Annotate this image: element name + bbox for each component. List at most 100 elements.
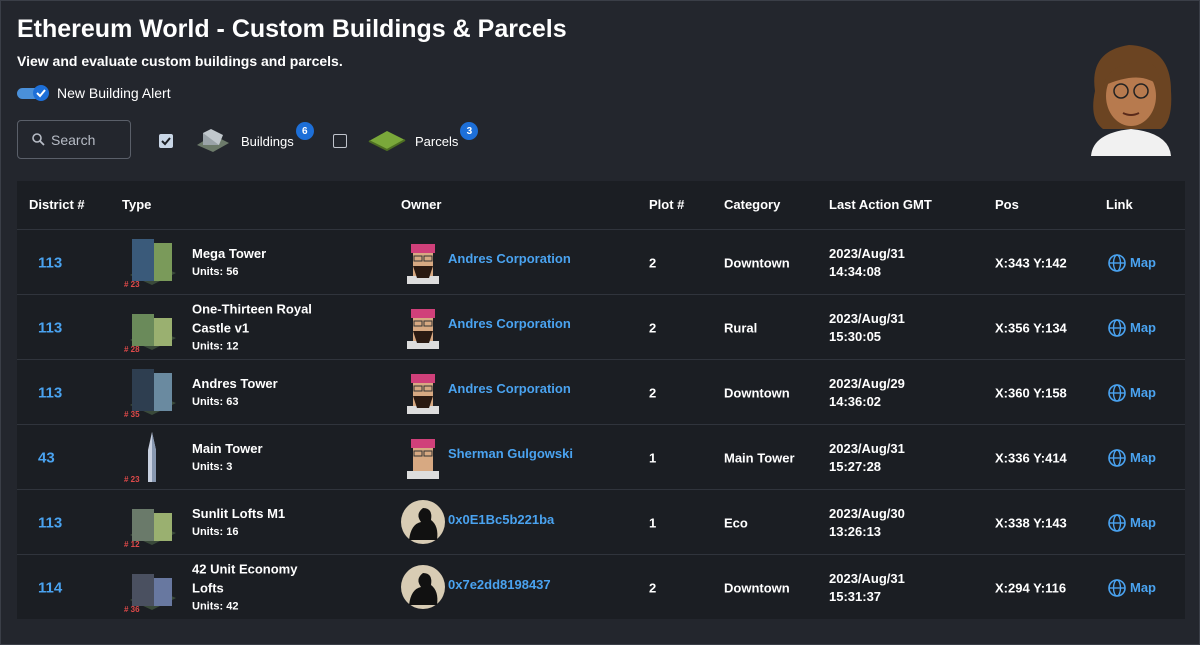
district[interactable]: 113 bbox=[38, 319, 63, 336]
position: X:343 Y:142 bbox=[995, 255, 1067, 270]
table-row: 113 # 12 Sunlit Lofts M1 Units: 16 0x0E1Bc5b… bbox=[17, 489, 1185, 555]
owner-avatar bbox=[401, 565, 445, 614]
last-action: 2023/Aug/30 13:26:13 bbox=[829, 505, 905, 541]
table-row: 113 # 35 Andres Tower Units: 63 Andres Corpo… bbox=[17, 359, 1185, 425]
owner-name[interactable]: Sherman Gulgowski bbox=[448, 446, 573, 461]
category: Downtown bbox=[724, 385, 790, 400]
alert-toggle[interactable]: New Building Alert bbox=[17, 84, 171, 102]
checkbox[interactable] bbox=[333, 134, 347, 148]
toggle-switch[interactable] bbox=[17, 84, 51, 102]
map-link-label[interactable]: Map bbox=[1130, 320, 1156, 335]
district[interactable]: 114 bbox=[38, 579, 63, 596]
category: Downtown bbox=[724, 255, 790, 270]
position: X:294 Y:116 bbox=[995, 580, 1067, 595]
column-header: Category bbox=[724, 197, 781, 212]
filter-icon bbox=[367, 127, 407, 156]
building-image bbox=[122, 365, 182, 426]
last-action: 2023/Aug/31 14:34:08 bbox=[829, 245, 905, 281]
building-number: # 28 bbox=[124, 345, 140, 354]
map-link[interactable]: Map bbox=[1108, 578, 1156, 597]
date: 2023/Aug/31 bbox=[829, 310, 905, 326]
position: X:360 Y:158 bbox=[995, 385, 1067, 400]
building-number: # 23 bbox=[124, 475, 140, 484]
owner-name[interactable]: 0x0E1Bc5b221ba bbox=[448, 512, 555, 527]
owner-avatar bbox=[401, 305, 445, 354]
building-image bbox=[122, 495, 182, 556]
owner-avatar bbox=[401, 240, 445, 289]
owner-name[interactable]: 0x7e2dd8198437 bbox=[448, 577, 551, 592]
filter-label: Parcels bbox=[415, 133, 459, 149]
map-link[interactable]: Map bbox=[1108, 513, 1156, 532]
table-row: 43 # 23 Main Tower Units: 3 Sherman Gulgowsk… bbox=[17, 424, 1185, 490]
position: X:338 Y:143 bbox=[995, 515, 1067, 530]
category: Main Tower bbox=[724, 450, 795, 465]
filter[interactable]: Parcels 3 bbox=[333, 122, 484, 157]
building-number: # 12 bbox=[124, 540, 140, 549]
building-image bbox=[122, 560, 182, 621]
building-info: Andres Tower Units: 63 bbox=[192, 374, 317, 412]
map-link-label[interactable]: Map bbox=[1130, 255, 1156, 270]
building-units: Units: 12 bbox=[192, 340, 239, 352]
owner-avatar bbox=[401, 435, 445, 484]
last-action: 2023/Aug/31 15:27:28 bbox=[829, 440, 905, 476]
district[interactable]: 43 bbox=[38, 449, 55, 466]
time: 14:34:08 bbox=[829, 263, 882, 279]
building-name: Sunlit Lofts M1 bbox=[192, 505, 286, 521]
column-header: Pos bbox=[995, 197, 1019, 212]
building-info: Mega Tower Units: 56 bbox=[192, 244, 317, 282]
last-action: 2023/Aug/31 15:30:05 bbox=[829, 310, 905, 346]
last-action: 2023/Aug/31 15:31:37 bbox=[829, 570, 905, 606]
map-link[interactable]: Map bbox=[1108, 383, 1156, 402]
map-link-label[interactable]: Map bbox=[1130, 580, 1156, 595]
building-image bbox=[122, 430, 182, 491]
category: Eco bbox=[724, 515, 748, 530]
table-row: 114 # 36 42 Unit Economy Lofts Units: 42 0x7… bbox=[17, 554, 1185, 620]
plot: 2 bbox=[649, 385, 657, 400]
checkbox[interactable] bbox=[159, 134, 173, 148]
map-link[interactable]: Map bbox=[1108, 448, 1156, 467]
building-info: Sunlit Lofts M1 Units: 16 bbox=[192, 504, 317, 542]
column-header: District # bbox=[29, 197, 85, 212]
district[interactable]: 113 bbox=[38, 254, 63, 271]
building-info: Main Tower Units: 3 bbox=[192, 439, 317, 477]
building-units: Units: 16 bbox=[192, 525, 239, 538]
building-name: 42 Unit Economy Lofts bbox=[192, 561, 298, 595]
map-link[interactable]: Map bbox=[1108, 253, 1156, 272]
position: X:336 Y:414 bbox=[995, 450, 1067, 465]
building-image bbox=[122, 235, 182, 296]
plot: 1 bbox=[649, 450, 657, 465]
user-avatar[interactable] bbox=[1081, 41, 1181, 156]
building-units: Units: 3 bbox=[192, 460, 233, 473]
plot: 2 bbox=[649, 255, 657, 270]
category: Rural bbox=[724, 320, 758, 335]
building-number: # 36 bbox=[124, 605, 140, 614]
search-box[interactable]: Search bbox=[17, 120, 131, 159]
plot: 2 bbox=[649, 580, 657, 595]
column-header: Plot # bbox=[649, 197, 685, 212]
building-name: Main Tower bbox=[192, 440, 263, 456]
map-link[interactable]: Map bbox=[1108, 318, 1156, 337]
map-link-label[interactable]: Map bbox=[1130, 450, 1156, 465]
filter-count: 6 bbox=[295, 122, 314, 140]
filter[interactable]: Buildings 6 bbox=[159, 122, 320, 157]
toggle-label: New Building Alert bbox=[57, 85, 171, 101]
page-subtitle: View and evaluate custom buildings and p… bbox=[17, 53, 343, 69]
district[interactable]: 113 bbox=[38, 514, 63, 531]
column-header: Type bbox=[122, 197, 152, 212]
owner-name[interactable]: Andres Corporation bbox=[448, 316, 571, 331]
owner-name[interactable]: Andres Corporation bbox=[448, 251, 571, 266]
last-action: 2023/Aug/29 14:36:02 bbox=[829, 375, 905, 411]
date: 2023/Aug/31 bbox=[829, 440, 905, 456]
map-link-label[interactable]: Map bbox=[1130, 515, 1156, 530]
map-link-label[interactable]: Map bbox=[1130, 385, 1156, 400]
plot: 2 bbox=[649, 320, 657, 335]
position: X:356 Y:134 bbox=[995, 320, 1067, 335]
district[interactable]: 113 bbox=[38, 384, 63, 401]
time: 14:36:02 bbox=[829, 393, 882, 409]
building-info: 42 Unit Economy Lofts Units: 42 bbox=[192, 559, 317, 616]
owner-name[interactable]: Andres Corporation bbox=[448, 381, 571, 396]
building-name: One-Thirteen Royal Castle v1 bbox=[192, 301, 312, 335]
building-name: Mega Tower bbox=[192, 245, 267, 261]
filter-count: 3 bbox=[460, 122, 479, 140]
time: 13:26:13 bbox=[829, 523, 882, 539]
